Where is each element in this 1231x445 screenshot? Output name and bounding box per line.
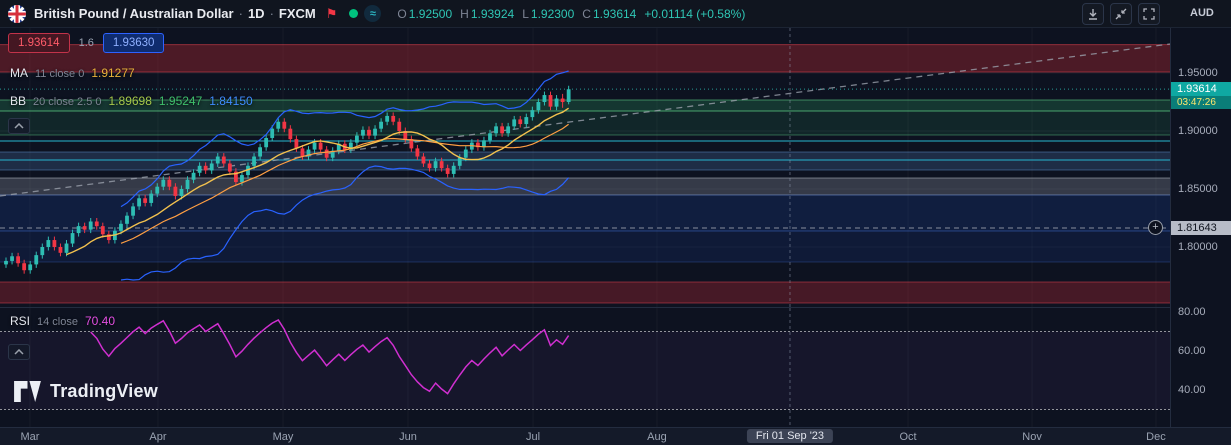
fullscreen-icon [1143,8,1155,20]
axis-month-label: Jun [399,431,417,443]
time-axis[interactable]: Mar Apr May Jun Jul Aug Oct Nov Dec Fri … [0,427,1231,445]
collapse-legend-button[interactable] [8,118,30,134]
rsi-params: 14 close [37,316,78,328]
exchange-label: FXCM [278,6,316,21]
close-label: C [582,6,591,21]
rsi-chart-canvas[interactable] [0,308,1170,427]
rsi-value: 70.40 [85,314,116,328]
price-chart-canvas[interactable] [0,28,1170,307]
collapse-panel-button[interactable] [1110,3,1132,25]
high-label: H [460,6,469,21]
high-value: 1.93924 [470,6,515,21]
chart-area: 1.93614 1.6 1.93630 MA 11 close 0 1.9127… [0,28,1231,445]
ma-value: 1.91277 [91,66,135,80]
ma-indicator-legend[interactable]: MA 11 close 0 1.91277 [10,66,135,80]
bb-name: BB [10,94,27,108]
collapse-rsi-legend-button[interactable] [8,344,30,360]
change-value: +0.01114 (+0.58%) [644,6,746,21]
rsi-tick: 60.00 [1178,345,1206,357]
alert-badge-blue[interactable]: 1.93630 [102,33,165,53]
price-tick: 1.85000 [1178,183,1218,195]
axis-month-label: Mar [20,431,40,443]
bb-lower-value: 1.84150 [209,94,253,108]
bb-indicator-legend[interactable]: BB 20 close 2.5 0 1.89698 1.95247 1.8415… [10,94,253,108]
market-status-icon[interactable] [349,9,359,18]
price-tick: 1.90000 [1178,125,1218,137]
chevron-up-icon [14,349,24,355]
close-value: 1.93614 [592,6,637,21]
collapse-arrows-icon [1115,8,1127,20]
axis-month-label: Jul [526,431,541,443]
price-tick: 1.95000 [1178,67,1218,79]
fullscreen-button[interactable] [1138,3,1160,25]
open-value: 1.92500 [408,6,453,21]
ideas-wave-icon[interactable]: ≈ [364,5,382,22]
axis-month-label: May [272,431,294,443]
scale-currency-label[interactable]: AUD [1190,7,1214,19]
ohlc-readout: O 1.92500 H 1.93924 L 1.92300 C 1.93614 +0.0… [397,7,745,21]
low-value: 1.92300 [530,6,575,21]
alert-mid-label: 1.6 [78,37,94,49]
timeframe-selector[interactable]: 1D [247,6,265,21]
candle-countdown: 03:47:26 [1171,96,1231,110]
price-alert-badges: 1.93614 1.6 1.93630 [8,33,165,53]
tradingview-logo-icon [14,380,41,403]
axis-month-label: Oct [899,431,917,443]
title-separator: · [238,6,243,21]
axis-month-label: Apr [149,431,167,443]
rsi-indicator-legend[interactable]: RSI 14 close 70.40 [10,314,115,328]
ma-name: MA [10,66,28,80]
axis-month-label: Aug [647,431,667,443]
price-scale[interactable]: 1.95000 1.90000 1.85000 1.80000 1.93614 … [1170,28,1231,427]
axis-month-label: Dec [1146,431,1166,443]
title-separator: · [269,6,274,21]
crosshair-date-label: Fri 01 Sep '23 [746,429,834,443]
pane-separator[interactable] [0,307,1170,308]
open-label: O [397,6,407,21]
axis-month-label: Nov [1022,431,1042,443]
low-label: L [522,6,529,21]
tradingview-logo-text: TradingView [50,381,158,401]
rsi-tick: 40.00 [1178,384,1206,396]
gbp-flag-icon [8,4,26,23]
ma-params: 11 close 0 [35,68,85,80]
bb-upper-value: 1.95247 [158,94,203,108]
plus-circle-icon[interactable]: + [1148,219,1163,235]
last-price-badge[interactable]: 1.93614 03:47:26 [1171,82,1231,110]
symbol-title[interactable]: British Pound / Australian Dollar [34,6,234,21]
rsi-tick: 80.00 [1178,306,1206,318]
download-icon [1089,9,1097,20]
bookmark-flag-icon[interactable]: ⚑ [325,5,338,21]
chart-header: British Pound / Australian Dollar · 1D ·… [0,0,1231,28]
rsi-name: RSI [10,314,31,328]
price-tick: 1.80000 [1178,241,1218,253]
chevron-up-icon [14,123,24,129]
level-price-badge[interactable]: 1.81643 [1171,220,1231,235]
tradingview-logo[interactable]: TradingView [14,380,158,403]
last-price-value: 1.93614 [1171,82,1231,97]
bb-params: 20 close 2.5 0 [33,96,102,108]
bb-basis-value: 1.89698 [108,94,152,108]
download-button[interactable] [1082,3,1104,25]
alert-badge-red[interactable]: 1.93614 [8,33,70,53]
